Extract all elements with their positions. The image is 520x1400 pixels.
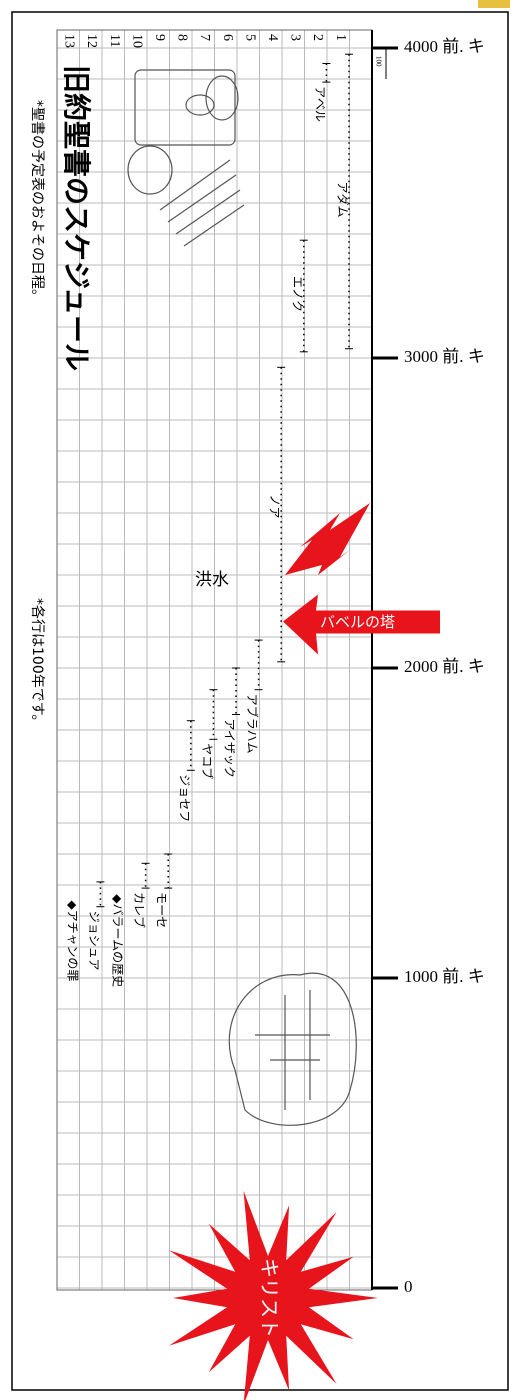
row-number: 9 [152,34,167,41]
row-number: 8 [175,34,190,41]
event-label: 洪水 [195,570,229,590]
lane-label: ノア [268,495,282,519]
row-number: 2 [310,34,325,41]
overlay: 100 4000 前. キ 3000 前. キ 2000 前. キ 1000 前. キ 0… [29,34,485,1400]
row-number: 3 [288,34,303,41]
lane-label: アブラハム [245,694,260,754]
lane-label: エノク [290,276,304,312]
event-label: キリスト [258,1258,282,1338]
axis-tick-label: 2000 前. キ [404,657,485,676]
note: *聖書の予定表のおよその日程。 [29,100,45,303]
lane-point-label: ◆アチャンの罪 [65,901,79,982]
illustration-bottom [228,972,357,1126]
axis-tick-label: 4000 前. キ [404,37,485,56]
grid [56,30,373,1290]
row-number: 7 [197,34,212,41]
lane-label: アイザック [223,719,237,778]
row-number: 1 [333,34,348,41]
axis-tick-label: 0 [404,1277,413,1296]
lane-label: カレブ [132,892,147,928]
axis-tick-label: 1000 前. キ [404,967,485,986]
row-number: 6 [220,34,235,41]
lane-label: アベル [313,86,327,122]
row-number: 11 [107,34,122,47]
note: *各行は100年です。 [29,598,45,728]
lane-label: ジョシュア [87,911,101,971]
lane-label: アダム [336,181,351,217]
axis-tick-label: 3000 前. キ [404,347,485,366]
arrow [283,594,440,655]
starburst [168,1190,378,1400]
illustration-top [127,69,245,247]
lane-point-label: ◆バラームの歴史 [111,894,125,987]
scale-label: 100 [374,56,382,67]
row-number: 12 [84,34,99,48]
corner-tab [478,0,510,8]
lane-label: モーセ [155,892,169,928]
title: 旧約聖書のスケジュール [60,65,93,371]
lane-label: ヤコブ [200,743,215,779]
frame [11,11,509,1391]
lane-label: ジョセフ [177,774,191,822]
row-number: 4 [265,34,280,41]
row-number: 5 [242,34,257,41]
row-number: 13 [62,34,77,48]
row-number: 10 [129,34,144,48]
lightning [285,503,370,575]
event-label: バベルの塔 [320,613,395,631]
